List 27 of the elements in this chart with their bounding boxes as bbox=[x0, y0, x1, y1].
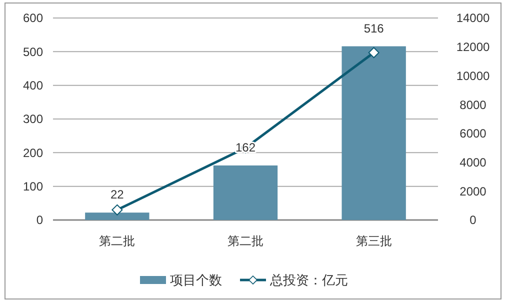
y2-tick-label: 2000 bbox=[460, 184, 487, 198]
legend-label: 项目个数 bbox=[170, 272, 222, 288]
y-tick-label: 200 bbox=[22, 146, 44, 160]
y-tick-label: 300 bbox=[22, 112, 44, 126]
legend-label: 总投资：亿元 bbox=[269, 272, 348, 288]
data-label: 516 bbox=[364, 21, 384, 36]
x-tick-label: 第二批 bbox=[228, 234, 264, 248]
bar bbox=[342, 46, 406, 220]
y-tick-label: 400 bbox=[22, 78, 44, 93]
x-tick-label: 第二批 bbox=[99, 234, 136, 248]
y-tick-label: 0 bbox=[36, 213, 44, 228]
y2-tick-label: 8000 bbox=[460, 98, 487, 112]
y-tick-label: 500 bbox=[22, 44, 44, 59]
x-tick-label: 第三批 bbox=[356, 234, 392, 248]
data-label: 22 bbox=[110, 188, 124, 202]
point bbox=[112, 204, 123, 216]
y2-tick-label: 10000 bbox=[456, 68, 490, 83]
y-tick-label: 600 bbox=[22, 11, 44, 26]
bar bbox=[85, 212, 150, 220]
y2-tick-label: 0 bbox=[470, 213, 477, 228]
point bbox=[368, 47, 380, 58]
y2-tick-label: 6000 bbox=[460, 126, 487, 141]
y-tick-label: 100 bbox=[22, 180, 44, 194]
y2-tick-label: 12000 bbox=[456, 40, 490, 54]
bar bbox=[213, 165, 278, 220]
y2-tick-label: 4000 bbox=[460, 155, 487, 170]
y2-tick-label: 14000 bbox=[456, 11, 490, 26]
